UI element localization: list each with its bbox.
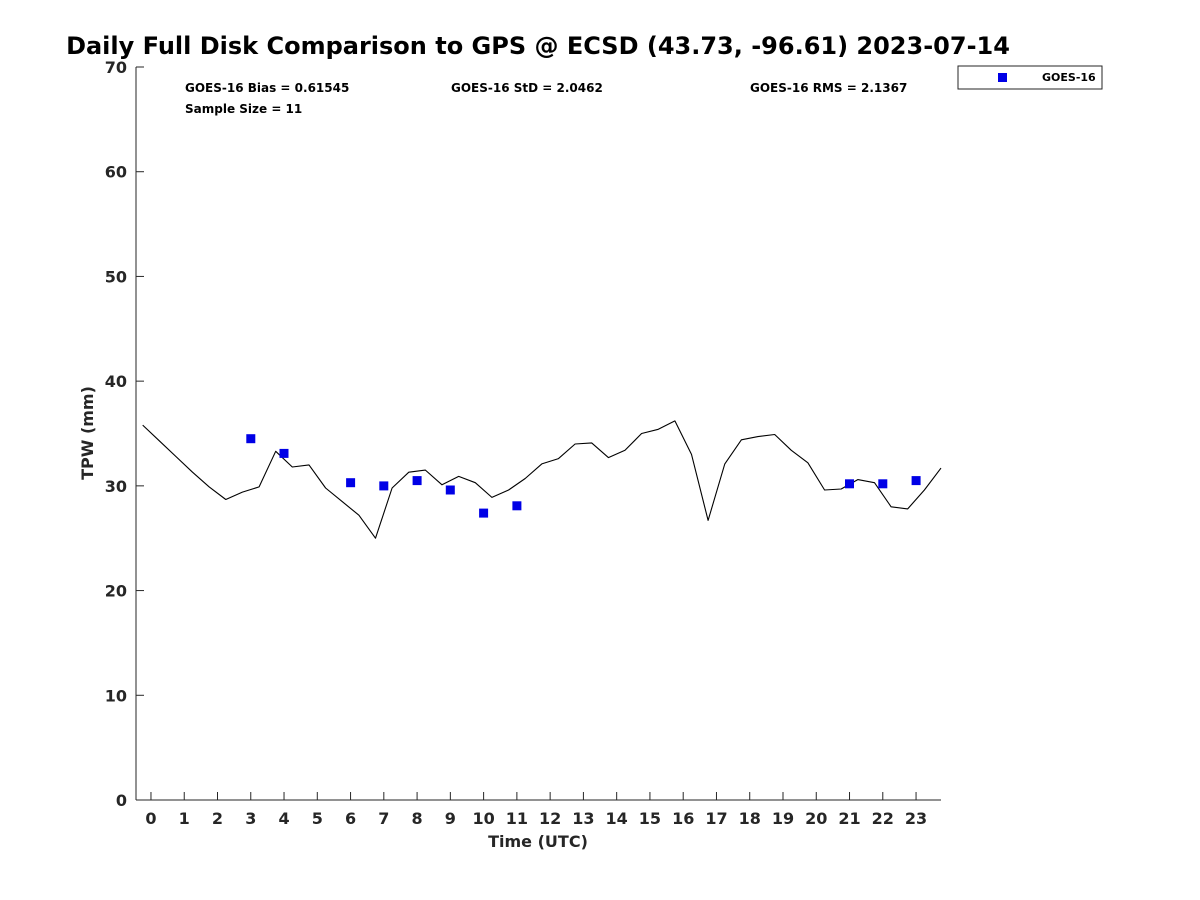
goes16-data-point bbox=[379, 481, 389, 491]
goes16-data-point bbox=[346, 478, 356, 488]
std-stat: GOES-16 StD = 2.0462 bbox=[451, 81, 603, 95]
y-tick-label: 70 bbox=[105, 58, 127, 77]
y-ticks: 0 10 20 30 40 50 60 70 bbox=[105, 58, 144, 810]
x-tick-label: 7 bbox=[378, 809, 389, 828]
y-tick-label: 40 bbox=[105, 372, 127, 391]
x-ticks: 0 1 2 3 4 5 6 7 8 9 10 11 12 13 14 15 16 17 18 19 20 21 22 23 bbox=[145, 792, 927, 828]
y-tick-label: 0 bbox=[116, 791, 127, 810]
x-tick-label: 22 bbox=[872, 809, 894, 828]
y-tick-label: 20 bbox=[105, 582, 127, 601]
x-tick-label: 16 bbox=[672, 809, 694, 828]
y-axis-label: TPW (mm) bbox=[78, 386, 97, 480]
y-tick-label: 50 bbox=[105, 267, 127, 286]
axes bbox=[135, 67, 941, 801]
legend-marker-goes16 bbox=[998, 73, 1007, 82]
chart-title: Daily Full Disk Comparison to GPS @ ECSD… bbox=[66, 32, 1010, 60]
x-tick-label: 12 bbox=[539, 809, 561, 828]
x-tick-label: 9 bbox=[445, 809, 456, 828]
x-tick-label: 15 bbox=[639, 809, 661, 828]
x-tick-label: 5 bbox=[312, 809, 323, 828]
goes-points-layer bbox=[246, 434, 921, 518]
x-tick-label: 2 bbox=[212, 809, 223, 828]
x-tick-label: 11 bbox=[506, 809, 528, 828]
goes16-data-point bbox=[878, 479, 888, 489]
x-tick-label: 17 bbox=[705, 809, 727, 828]
y-tick-label: 60 bbox=[105, 163, 127, 182]
x-tick-label: 20 bbox=[805, 809, 827, 828]
goes16-data-point bbox=[445, 485, 455, 495]
x-axis-label: Time (UTC) bbox=[488, 832, 588, 851]
x-tick-label: 21 bbox=[838, 809, 860, 828]
sample-size-stat: Sample Size = 11 bbox=[185, 102, 302, 116]
goes16-data-point bbox=[479, 508, 489, 518]
legend-label-goes16: GOES-16 bbox=[1042, 71, 1096, 84]
x-tick-label: 0 bbox=[145, 809, 156, 828]
y-tick-label: 30 bbox=[105, 477, 127, 496]
x-tick-label: 19 bbox=[772, 809, 794, 828]
x-tick-label: 14 bbox=[606, 809, 628, 828]
x-tick-label: 10 bbox=[472, 809, 494, 828]
rms-stat: GOES-16 RMS = 2.1367 bbox=[750, 81, 907, 95]
x-tick-label: 18 bbox=[739, 809, 761, 828]
legend-box bbox=[957, 65, 1103, 90]
gps-tpw-line bbox=[142, 420, 942, 539]
legend: GOES-16 bbox=[957, 65, 1103, 90]
goes16-data-point bbox=[512, 501, 522, 511]
x-tick-label: 13 bbox=[572, 809, 594, 828]
x-tick-label: 6 bbox=[345, 809, 356, 828]
goes16-data-point bbox=[412, 476, 422, 486]
x-tick-label: 8 bbox=[412, 809, 423, 828]
x-tick-label: 23 bbox=[905, 809, 927, 828]
goes16-data-point bbox=[246, 434, 256, 444]
x-tick-label: 1 bbox=[179, 809, 190, 828]
bias-stat: GOES-16 Bias = 0.61545 bbox=[185, 81, 349, 95]
x-tick-label: 3 bbox=[245, 809, 256, 828]
goes16-data-point bbox=[845, 479, 854, 489]
goes16-data-point bbox=[911, 476, 921, 486]
gps-line-layer bbox=[142, 420, 942, 539]
goes16-data-point bbox=[279, 448, 289, 458]
y-tick-label: 10 bbox=[105, 686, 127, 705]
x-tick-label: 4 bbox=[278, 809, 289, 828]
